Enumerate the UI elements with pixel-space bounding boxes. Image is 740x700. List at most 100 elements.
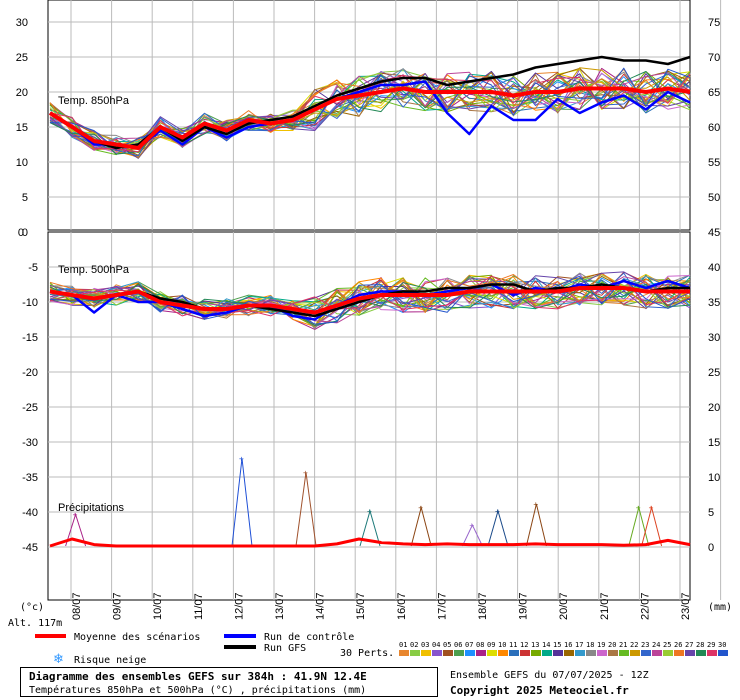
y-tick-right: 10	[708, 472, 720, 484]
precip-peak-marker: +	[649, 504, 654, 513]
member-number: 03	[421, 641, 429, 649]
panel-label-500: Temp. 500hPa	[58, 264, 130, 276]
member-number: 27	[685, 641, 693, 649]
mean-line-850	[48, 86, 691, 150]
member-number: 08	[476, 641, 484, 649]
member-number: 09	[487, 641, 495, 649]
member-number: 16	[564, 641, 572, 649]
precip-peak-marker: +	[469, 521, 474, 530]
x-tick-date: 14/07	[315, 592, 327, 620]
y-tick-right: 15	[708, 437, 720, 449]
precip-peak	[231, 458, 253, 547]
member-swatch	[652, 650, 662, 656]
member-number: 24	[652, 641, 660, 649]
member-number: 28	[696, 641, 704, 649]
member-swatch	[619, 650, 629, 656]
member-number: 30	[718, 641, 726, 649]
member-swatch	[465, 650, 475, 656]
y-tick-left: -40	[22, 507, 38, 519]
panel-850-frame	[47, 0, 691, 231]
member-number: 11	[509, 641, 517, 649]
y-tick-left: 15	[16, 122, 28, 134]
legend-snow-label: Risque neige	[74, 655, 146, 666]
mean-line-precip	[49, 537, 691, 548]
member-line-850	[49, 73, 691, 153]
x-tick-date: 19/07	[518, 592, 530, 620]
member-swatch	[432, 650, 442, 656]
y-tick-right: 0	[708, 542, 714, 554]
y-tick-right: 50	[708, 192, 720, 204]
y-tick-left: 25	[16, 52, 28, 64]
member-swatch	[575, 650, 585, 656]
y-tick-right: 30	[708, 332, 720, 344]
y-tick-right: 35	[708, 297, 720, 309]
member-number: 22	[630, 641, 638, 649]
member-number: 15	[553, 641, 561, 649]
y-tick-left: -25	[22, 402, 38, 414]
member-number: 14	[542, 641, 550, 649]
control-line-850	[49, 80, 691, 150]
precip-peak	[65, 512, 87, 547]
member-swatch	[498, 650, 508, 656]
member-swatch	[641, 650, 651, 656]
y-tick-right: 20	[708, 402, 720, 414]
unit-right: (mm)	[708, 602, 732, 613]
run-info: Ensemble GEFS du 07/07/2025 - 12Z	[450, 670, 649, 681]
member-swatch	[454, 650, 464, 656]
member-swatch	[564, 650, 574, 656]
precip-peak-marker: +	[303, 469, 308, 478]
y-tick-right: 65	[708, 87, 720, 99]
member-swatch	[542, 650, 552, 656]
member-swatch	[707, 650, 717, 656]
y-tick-right: 70	[708, 52, 720, 64]
member-line-850	[49, 70, 691, 159]
precip-peak-marker: +	[495, 507, 500, 516]
precip-peak-marker: +	[418, 504, 423, 513]
x-tick-date: 12/07	[233, 592, 245, 620]
member-swatch	[553, 650, 563, 656]
member-swatch	[586, 650, 596, 656]
precip-peak-marker: +	[533, 500, 538, 509]
member-swatch	[685, 650, 695, 656]
x-tick-date: 17/07	[436, 592, 448, 620]
member-number: 21	[619, 641, 627, 649]
member-number: 07	[465, 641, 473, 649]
x-tick-date: 16/07	[396, 592, 408, 620]
member-number: 06	[454, 641, 462, 649]
member-line-500	[49, 275, 691, 325]
x-tick-date: 15/07	[355, 592, 367, 620]
mean-line-500	[49, 286, 690, 315]
x-tick-date: 13/07	[274, 592, 286, 620]
copyright: Copyright 2025 Meteociel.fr	[450, 684, 629, 697]
panel-label-precip: Précipitations	[58, 502, 125, 514]
member-swatch	[597, 650, 607, 656]
member-line-500	[49, 278, 691, 316]
member-swatch	[663, 650, 673, 656]
member-swatch	[608, 650, 618, 656]
legend-gfs-label: Run GFS	[264, 643, 306, 654]
member-line-850	[49, 73, 691, 147]
x-tick-date: 10/07	[152, 592, 164, 620]
precip-peak	[461, 523, 483, 547]
y-tick-left: 20	[16, 87, 28, 99]
member-swatch	[718, 650, 728, 656]
precip-peak-marker: +	[73, 511, 78, 520]
member-number: 26	[674, 641, 682, 649]
member-number: 01	[399, 641, 407, 649]
x-tick-date: 11/07	[193, 593, 205, 620]
x-tick-date: 22/07	[639, 592, 651, 620]
member-swatch	[410, 650, 420, 656]
legend-mean-label: Moyenne des scénarios	[74, 631, 200, 643]
member-swatch	[520, 650, 530, 656]
member-number: 20	[608, 641, 616, 649]
member-swatch	[399, 650, 409, 656]
precip-peak	[525, 503, 547, 547]
x-tick-labels: 08/07 09/07 10/07 11/07 12/07 13/07 14/07 15/07…	[71, 592, 692, 620]
y-tick-left: -30	[22, 437, 38, 449]
member-swatch	[531, 650, 541, 656]
altitude-label: Alt. 117m	[8, 618, 62, 629]
precip-peak-marker: +	[239, 455, 244, 464]
member-number: 13	[531, 641, 539, 649]
title-box: Diagramme des ensembles GEFS sur 384h : …	[20, 667, 438, 697]
y-tick-left: -20	[22, 367, 38, 379]
